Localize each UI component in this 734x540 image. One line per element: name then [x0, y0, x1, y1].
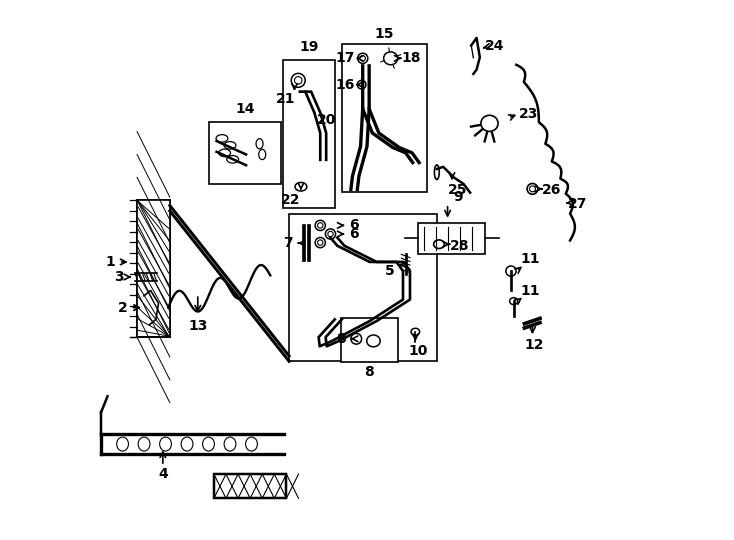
Bar	[137, 200, 170, 337]
Bar	[208, 122, 281, 184]
Bar	[214, 474, 286, 498]
Text: 12: 12	[525, 338, 545, 352]
Text: 2: 2	[117, 301, 128, 315]
Text: 6: 6	[349, 227, 359, 241]
Text: 1: 1	[106, 255, 116, 269]
Text: 27: 27	[568, 198, 587, 212]
Text: 6: 6	[349, 218, 359, 232]
Text: 9: 9	[454, 190, 463, 204]
Bar	[342, 44, 426, 192]
Text: 8: 8	[336, 332, 346, 346]
Text: 25: 25	[448, 184, 467, 198]
Text: 20: 20	[316, 112, 336, 126]
Bar	[137, 200, 170, 337]
Text: 19: 19	[299, 40, 319, 54]
Text: 7: 7	[283, 236, 292, 250]
Bar	[137, 200, 170, 337]
Text: 11: 11	[520, 285, 539, 299]
Text: 24: 24	[485, 39, 504, 53]
Text: 22: 22	[281, 193, 300, 207]
Text: 18: 18	[401, 51, 421, 65]
Text: 11: 11	[520, 252, 539, 266]
Text: 3: 3	[114, 270, 123, 284]
Text: 23: 23	[518, 107, 538, 120]
Text: 17: 17	[336, 51, 355, 65]
Bar	[283, 60, 335, 208]
Text: 14: 14	[235, 102, 255, 116]
Bar	[341, 319, 398, 362]
Text: 16: 16	[336, 78, 355, 92]
Ellipse shape	[435, 165, 439, 179]
Text: 15: 15	[374, 26, 394, 40]
Text: 26: 26	[542, 184, 562, 198]
Text: 13: 13	[188, 319, 208, 333]
Bar	[418, 222, 485, 254]
Text: 28: 28	[450, 239, 469, 253]
Text: 4: 4	[158, 467, 168, 481]
Text: 5: 5	[385, 264, 394, 278]
Text: 8: 8	[364, 365, 374, 379]
Bar	[289, 214, 437, 361]
Text: 21: 21	[275, 92, 295, 106]
Text: 10: 10	[408, 343, 428, 357]
